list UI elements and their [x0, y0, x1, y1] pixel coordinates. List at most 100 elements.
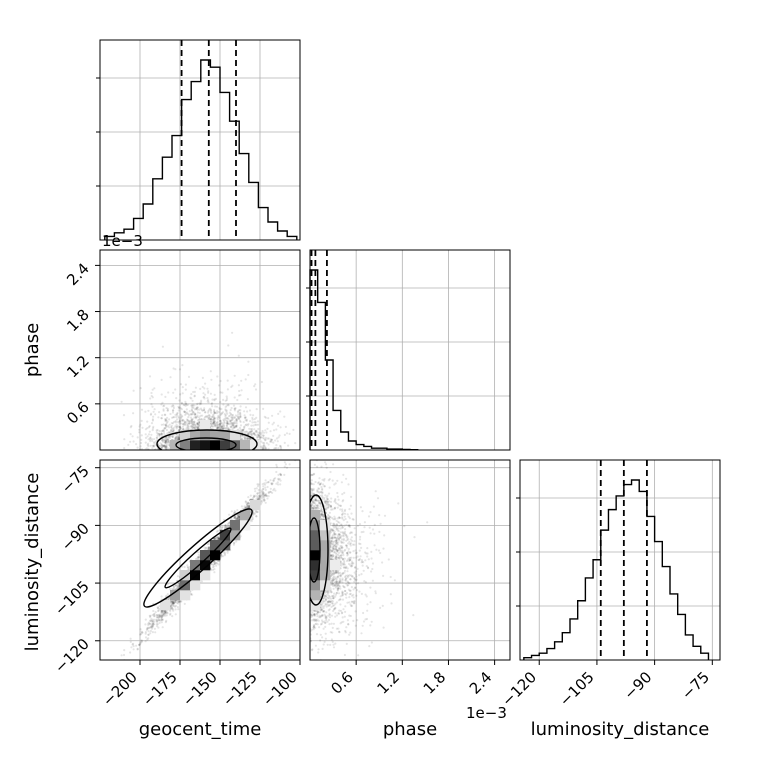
sample-point	[151, 418, 154, 421]
sample-point	[218, 408, 221, 411]
sample-point	[220, 426, 223, 429]
sample-point	[271, 423, 274, 426]
sample-point	[222, 398, 225, 401]
sample-point	[260, 491, 263, 494]
sample-point	[156, 623, 159, 626]
sample-point	[223, 422, 226, 425]
contour-inner	[175, 437, 237, 450]
sample-point	[154, 611, 157, 614]
sample-point	[263, 415, 266, 418]
sample-point	[239, 420, 242, 423]
sample-point	[178, 406, 181, 409]
sample-point	[216, 425, 219, 429]
sample-point	[210, 420, 213, 423]
sample-point	[224, 419, 227, 422]
histogram-phase	[309, 269, 419, 451]
sample-point	[236, 515, 239, 519]
sample-point	[170, 424, 173, 427]
sample-point	[191, 399, 194, 402]
sample-point	[170, 422, 173, 425]
sample-point	[216, 410, 219, 413]
sample-point	[207, 411, 210, 414]
sample-point	[200, 580, 203, 583]
sample-point	[279, 479, 282, 482]
sample-point	[177, 425, 180, 428]
sample-point	[233, 516, 236, 519]
sample-point	[156, 434, 159, 437]
sample-point	[193, 395, 196, 398]
sample-point	[239, 412, 242, 415]
sample-point	[216, 420, 219, 424]
sample-point	[254, 431, 257, 434]
sample-point	[276, 440, 279, 443]
sample-point	[209, 417, 212, 420]
sample-point	[205, 547, 208, 550]
sample-point	[279, 445, 282, 448]
sample-point	[239, 428, 242, 431]
sample-point	[175, 583, 178, 587]
sample-point	[171, 587, 174, 591]
sample-point	[254, 510, 258, 514]
sample-point	[203, 409, 206, 412]
sample-point	[177, 583, 180, 586]
sample-point	[227, 428, 230, 431]
sample-point	[161, 429, 164, 432]
sample-point	[161, 401, 164, 404]
sample-point	[201, 376, 204, 379]
sample-point	[231, 427, 234, 430]
sample-point	[244, 435, 247, 438]
sample-point	[245, 423, 248, 426]
sample-point	[254, 383, 257, 386]
sample-point	[161, 345, 164, 348]
density-cell	[180, 430, 191, 441]
sample-point	[220, 412, 223, 415]
sample-point	[239, 416, 242, 419]
sample-point	[250, 520, 253, 523]
sample-point	[229, 419, 232, 422]
sample-point	[123, 438, 126, 441]
sample-point	[230, 406, 233, 410]
sample-point	[176, 435, 179, 438]
sample-point	[152, 425, 155, 428]
sample-point	[198, 402, 201, 405]
sample-point	[156, 428, 159, 432]
sample-point	[213, 423, 216, 426]
sample-point	[180, 413, 183, 416]
sample-point	[204, 416, 207, 419]
sample-point	[218, 384, 221, 387]
sample-point	[189, 396, 192, 399]
sample-point	[144, 640, 147, 643]
sample-point	[161, 610, 164, 613]
density-cell	[170, 440, 181, 450]
sample-point	[196, 555, 200, 559]
sample-point	[177, 435, 181, 439]
sample-point	[160, 443, 163, 447]
sample-point	[196, 421, 199, 424]
sample-point	[165, 447, 168, 450]
sample-point	[262, 495, 265, 498]
sample-point	[224, 416, 227, 420]
sample-point	[237, 417, 241, 420]
sample-point	[210, 424, 213, 428]
sample-point	[244, 419, 247, 422]
sample-point	[157, 607, 160, 610]
sample-point	[150, 394, 153, 398]
sample-point	[225, 428, 228, 431]
sample-point	[266, 485, 269, 489]
sample-point	[140, 438, 143, 441]
sample-point	[167, 441, 170, 444]
sample-point	[272, 479, 275, 482]
sample-point	[192, 426, 196, 429]
panel-luminosity_distance-hist	[516, 459, 721, 661]
sample-point	[170, 427, 173, 430]
sample-point	[233, 426, 236, 429]
sample-point	[172, 367, 175, 370]
sample-point	[187, 427, 190, 430]
sample-point	[237, 515, 240, 519]
sample-point	[272, 479, 275, 482]
sample-point	[232, 542, 235, 545]
sample-point	[146, 427, 149, 430]
sample-point	[204, 415, 207, 418]
sample-point	[178, 420, 181, 423]
